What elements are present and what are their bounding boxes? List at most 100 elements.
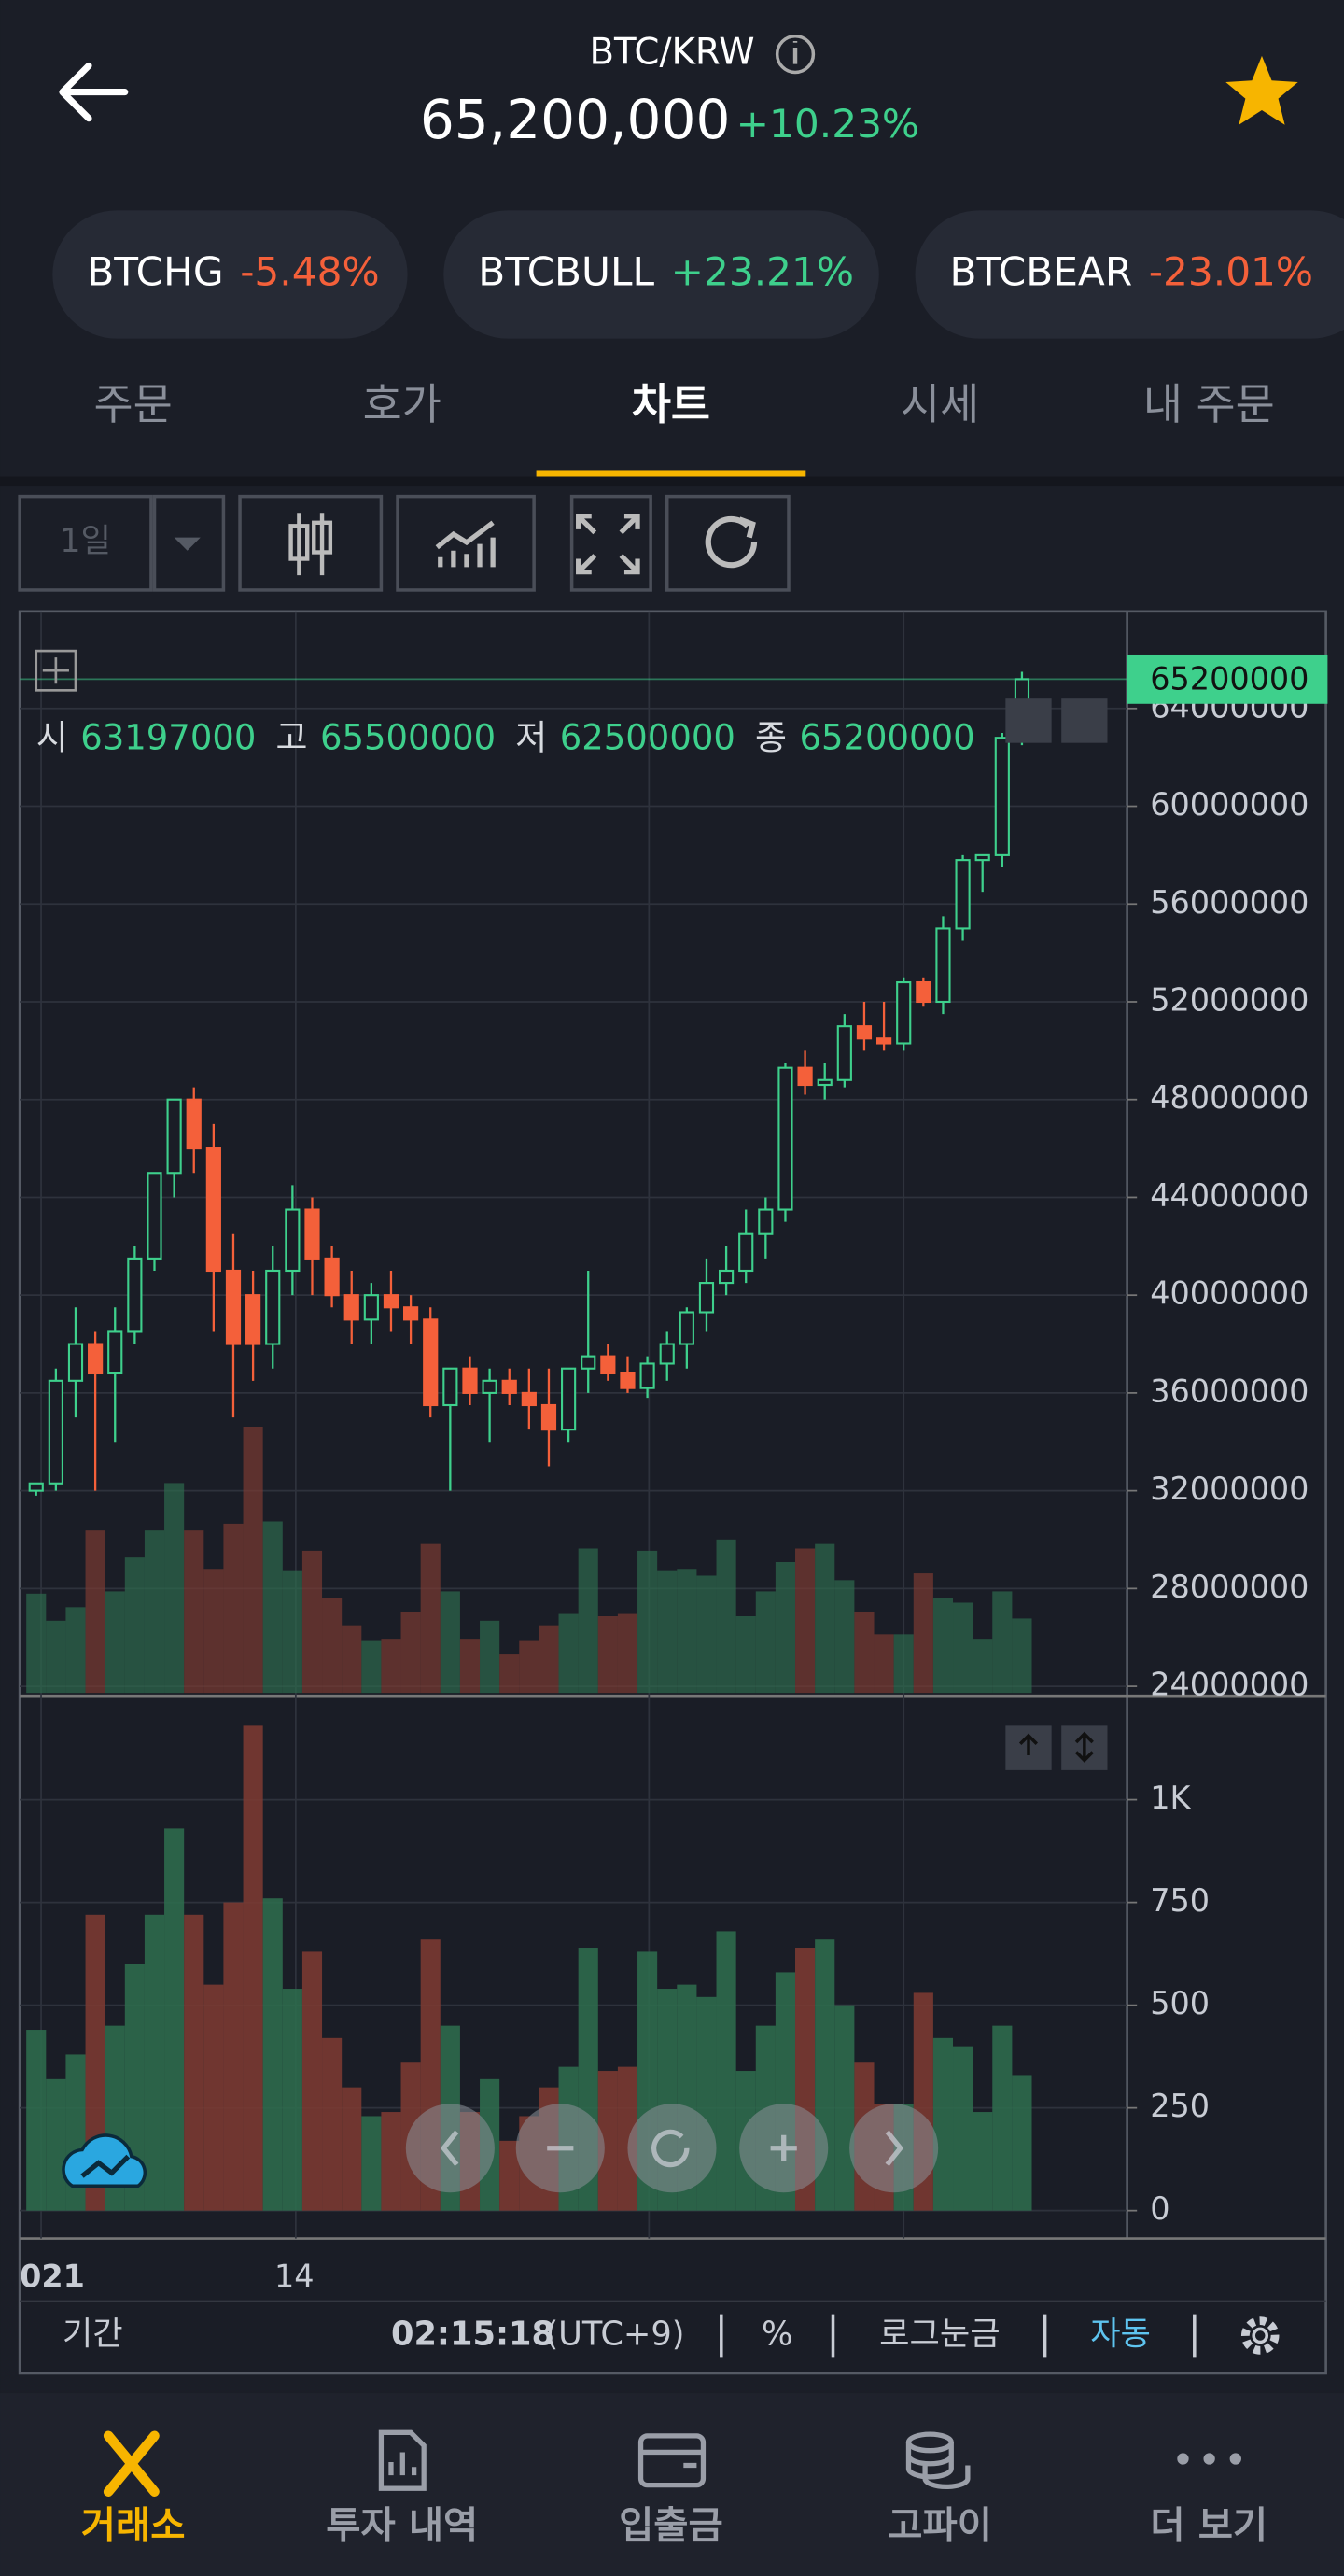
candle-body — [205, 1147, 221, 1273]
volume-tick-label: 1K — [1150, 1780, 1191, 1816]
volume-overlay-bar — [597, 1615, 618, 1694]
volume-overlay-bar — [558, 1613, 579, 1694]
volume-bar — [282, 1989, 302, 2211]
candle-body — [896, 980, 912, 1045]
pan-left[interactable] — [405, 2104, 495, 2193]
info-icon[interactable] — [775, 34, 816, 75]
candle-body — [916, 980, 931, 1004]
footer-separators — [720, 2314, 1197, 2358]
dropdown-arrow — [174, 537, 201, 551]
volume-bar — [262, 1898, 283, 2211]
nav-item[interactable]: 투자 내역 — [326, 2502, 478, 2547]
ohlc-value: 63197000 — [80, 718, 256, 758]
crosshair-icon[interactable] — [35, 649, 77, 692]
ohlc-value: 62500000 — [560, 718, 735, 758]
interval-dropdown[interactable] — [152, 494, 226, 592]
volume-overlay-bar — [735, 1615, 756, 1694]
volume-bar — [992, 2025, 1013, 2211]
volume-overlay-bar — [519, 1640, 539, 1694]
cloud-logo — [62, 2133, 147, 2189]
ohlc-key: 시 — [36, 718, 68, 758]
volume-overlay-bar — [144, 1530, 165, 1694]
volume-overlay-bar — [243, 1426, 263, 1694]
tab[interactable]: 시세 — [901, 380, 979, 429]
candle-body — [383, 1294, 399, 1309]
ohlc-key: 저 — [515, 718, 547, 758]
x-tick-label: 021 — [20, 2258, 85, 2294]
nav-item[interactable]: 고파이 — [888, 2502, 992, 2547]
ticker-pill[interactable] — [443, 210, 879, 339]
volume-overlay-bar — [203, 1569, 224, 1694]
volume-bar — [46, 2078, 66, 2211]
volume-overlay-bar — [755, 1591, 776, 1694]
candle-body — [620, 1372, 636, 1389]
price: 65,200,000 — [420, 88, 731, 151]
interval-label: 1일 — [60, 522, 111, 560]
volume-bar — [973, 2112, 993, 2211]
candle-body — [147, 1172, 162, 1260]
volume-overlay-bar — [164, 1483, 185, 1694]
zoom-controls — [405, 2104, 939, 2193]
pan-right[interactable] — [849, 2104, 939, 2193]
y-tick-label: 40000000 — [1150, 1275, 1309, 1312]
y-tick-label: 52000000 — [1150, 981, 1309, 1018]
volume-overlay-bar — [262, 1521, 283, 1694]
period-label[interactable]: 기간 — [63, 2315, 123, 2353]
volume-overlay-bar — [834, 1580, 855, 1694]
volume-overlay-bar — [400, 1612, 421, 1694]
ticker-pill[interactable] — [52, 210, 408, 339]
tab[interactable]: 차트 — [632, 380, 710, 429]
candle-body — [521, 1391, 537, 1407]
nav-item[interactable]: 거래소 — [81, 2502, 186, 2547]
candle-body — [225, 1269, 242, 1345]
exchange-icon — [103, 2430, 160, 2497]
candle-body — [285, 1208, 301, 1273]
nav-item[interactable]: 더 보기 — [1150, 2502, 1267, 2547]
refresh-button[interactable] — [665, 494, 791, 592]
candle-body — [67, 1343, 84, 1382]
volume-overlay-bar — [361, 1640, 382, 1694]
percent-toggle[interactable]: % — [762, 2315, 792, 2353]
volume-bar — [361, 2116, 382, 2211]
volume-overlay-bar — [440, 1591, 460, 1694]
volume-bar — [203, 1984, 224, 2211]
volume-tick-label: 250 — [1150, 2088, 1210, 2124]
candle-type-button[interactable] — [238, 494, 384, 592]
fullscreen-button[interactable] — [569, 494, 652, 592]
interval-box[interactable] — [18, 494, 153, 592]
volume-overlay-bar — [85, 1530, 105, 1694]
ohlc-value: 65200000 — [800, 718, 975, 758]
nav-item[interactable]: 입출금 — [619, 2502, 723, 2547]
favorite-star[interactable] — [1225, 55, 1298, 125]
candle-body — [403, 1306, 419, 1321]
log-toggle[interactable]: 로그눈금 — [879, 2315, 1001, 2353]
volume-overlay-bar — [973, 1639, 993, 1694]
back-button[interactable] — [59, 62, 129, 122]
refresh-icon — [705, 515, 758, 569]
candle-body — [856, 1025, 873, 1040]
volume-overlay-bar — [124, 1557, 145, 1694]
tab[interactable]: 내 주문 — [1143, 380, 1275, 429]
clock: 02:15:18 — [391, 2315, 554, 2353]
ticker-pill[interactable] — [915, 210, 1344, 339]
volume-bar — [223, 1902, 244, 2211]
settings-icon[interactable] — [1240, 2316, 1280, 2355]
volume-bar — [322, 2037, 343, 2211]
candle-body — [836, 1025, 852, 1081]
volume-bar — [164, 1828, 185, 2211]
volume-overlay-bar — [282, 1570, 302, 1694]
tab[interactable]: 호가 — [363, 380, 441, 429]
candle-body — [48, 1379, 63, 1485]
ticker-name: BTCBULL — [478, 248, 654, 294]
auto-toggle[interactable]: 자동 — [1090, 2315, 1151, 2353]
candle-body — [423, 1318, 439, 1407]
tab[interactable]: 주문 — [94, 380, 173, 429]
reset[interactable] — [627, 2104, 717, 2193]
volume-bar — [301, 1951, 323, 2211]
indicator-button[interactable] — [396, 494, 536, 592]
nav-icons — [378, 2429, 971, 2491]
divider — [0, 476, 1344, 487]
volume-overlay-bar — [953, 1602, 973, 1694]
volume-bar — [342, 2087, 362, 2211]
